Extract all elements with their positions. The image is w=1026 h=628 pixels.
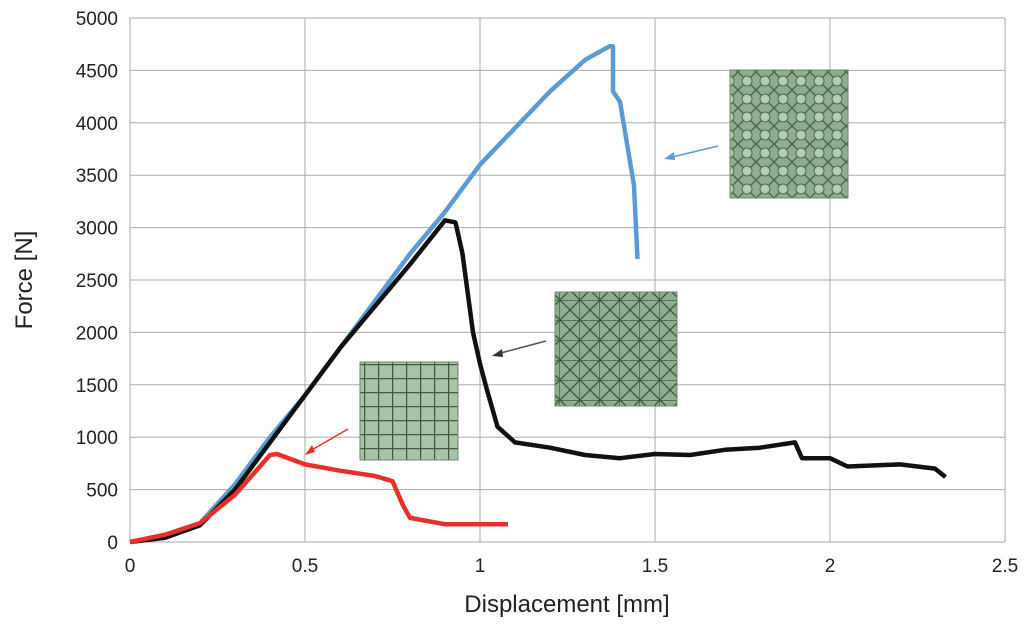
y-tick-label: 4500 [76,61,118,82]
arrow [668,146,718,158]
plot-area: 0 500 1000 1500 2000 2500 3000 3500 4000 4500 5000… [76,9,1018,577]
x-tick-label: 2 [825,556,836,577]
y-tick-label: 500 [86,481,118,502]
insets [305,70,848,460]
x-axis-title: Displacement [mm] [464,591,669,618]
arrow-head [492,349,503,357]
y-tick-label: 1000 [76,428,118,449]
arrow [310,429,348,451]
x-tick-label: 2.5 [992,556,1018,577]
y-tick-label: 3000 [76,219,118,240]
x-tick-label: 0 [125,556,136,577]
lattice-image [730,70,848,198]
x-tick-label: 1 [475,556,486,577]
lattice-image [555,292,677,406]
y-tick-label: 4000 [76,114,118,135]
chart: 0 500 1000 1500 2000 2500 3000 3500 4000 4500 5000… [0,0,1026,623]
lattice-image [360,362,458,460]
arrow-head [664,152,675,160]
y-tick-label: 2500 [76,271,118,292]
x-tick-label: 1.5 [642,556,668,577]
series-line [130,220,946,542]
y-tick-label: 2000 [76,323,118,344]
y-axis-title: Force [N] [11,231,38,330]
series-line [130,454,508,542]
arrow [497,341,546,354]
y-tick-label: 3500 [76,166,118,187]
y-tick-label: 0 [107,533,118,554]
arrow-head [305,445,315,455]
y-tick-label: 5000 [76,9,118,30]
y-tick-label: 1500 [76,376,118,397]
x-tick-label: 0.5 [292,556,318,577]
